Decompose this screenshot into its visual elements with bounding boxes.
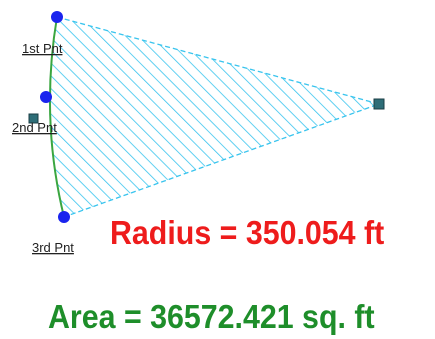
sector-boundary — [56, 16, 382, 218]
arc-curve — [48, 16, 65, 218]
point-2-label: 2nd Pnt — [12, 120, 57, 135]
center-point-handle[interactable] — [373, 98, 385, 110]
hatched-sector-area — [49, 17, 379, 217]
point-1-label: 1st Pnt — [22, 41, 63, 56]
point-3-label: 3rd Pnt — [32, 240, 74, 255]
point-2-marker[interactable] — [40, 91, 52, 103]
point-3-marker[interactable] — [58, 211, 70, 223]
point-1-marker[interactable] — [51, 11, 63, 23]
arc-midpoint-handle[interactable] — [28, 113, 39, 124]
radius-readout: Radius = 350.054 ft — [110, 214, 385, 251]
area-readout: Area = 36572.421 sq. ft — [48, 298, 375, 335]
